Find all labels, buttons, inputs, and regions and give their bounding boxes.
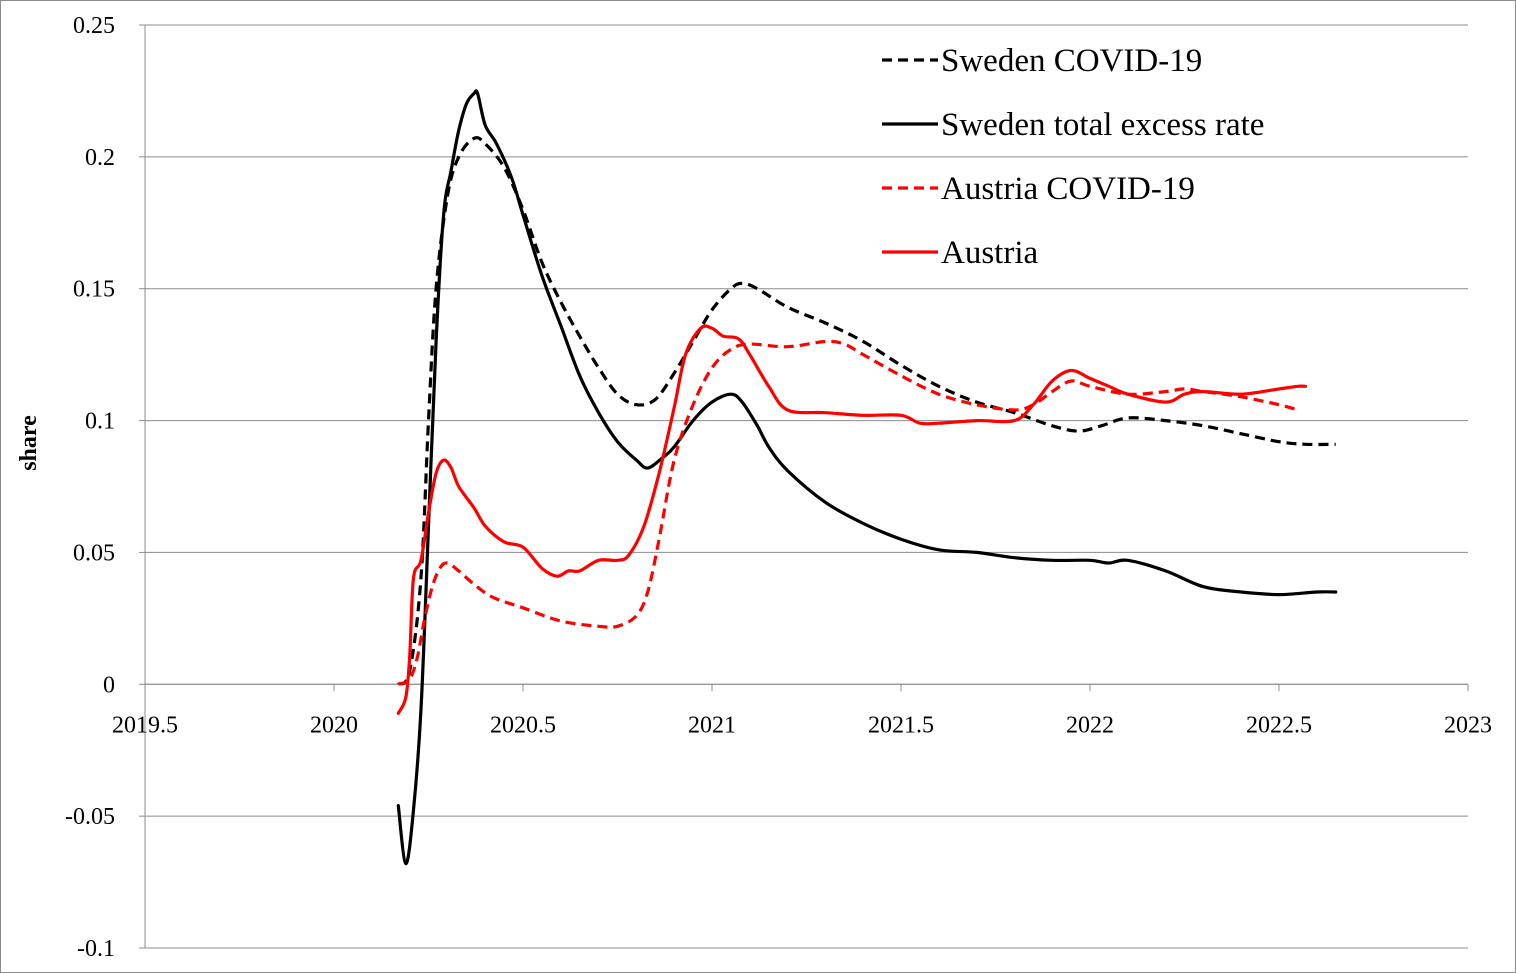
y-axis-title: share bbox=[16, 415, 42, 471]
x-tick-label: 2021.5 bbox=[868, 712, 934, 738]
y-tick-label: -0.1 bbox=[77, 936, 115, 962]
series-line-sweden-total-excess-rate bbox=[396, 89, 1338, 866]
legend-label-austria-covid-19: Austria COVID-19 bbox=[941, 171, 1195, 207]
series-line-austria bbox=[396, 324, 1308, 715]
series-line-austria-covid-19 bbox=[397, 339, 1299, 686]
series-layer bbox=[396, 89, 1338, 866]
y-tick-label: 0 bbox=[103, 672, 115, 698]
x-tick-label: 2022 bbox=[1066, 712, 1114, 738]
x-tick-label: 2022.5 bbox=[1246, 712, 1312, 738]
legend-label-sweden-covid-19: Sweden COVID-19 bbox=[941, 43, 1202, 79]
y-tick-label: -0.05 bbox=[65, 804, 115, 830]
x-tick-label: 2021 bbox=[688, 712, 736, 738]
y-tick-label: 0.25 bbox=[73, 13, 115, 39]
y-tick-label: 0.1 bbox=[85, 409, 115, 435]
legend-label-sweden-total-excess-rate: Sweden total excess rate bbox=[941, 107, 1264, 143]
legend-label-austria: Austria bbox=[941, 235, 1039, 271]
x-tick-label: 2020.5 bbox=[490, 712, 556, 738]
axes-layer: -0.1 -0.05 0 0.05 0.1 0.15 0.2 0.25 2019.5 2020 20… bbox=[65, 13, 1492, 962]
y-tick-label: 0.15 bbox=[73, 277, 115, 303]
x-tick-label: 2023 bbox=[1444, 712, 1492, 738]
grid-layer bbox=[145, 24, 1468, 949]
x-tick-label: 2019.5 bbox=[112, 712, 178, 738]
x-tick-label: 2020 bbox=[310, 712, 358, 738]
y-tick-label: 0.05 bbox=[73, 540, 115, 566]
y-tick-label: 0.2 bbox=[85, 145, 115, 171]
series-line-sweden-covid-19 bbox=[397, 136, 1336, 686]
legend: Sweden COVID-19 Sweden total excess rate A… bbox=[882, 43, 1264, 271]
